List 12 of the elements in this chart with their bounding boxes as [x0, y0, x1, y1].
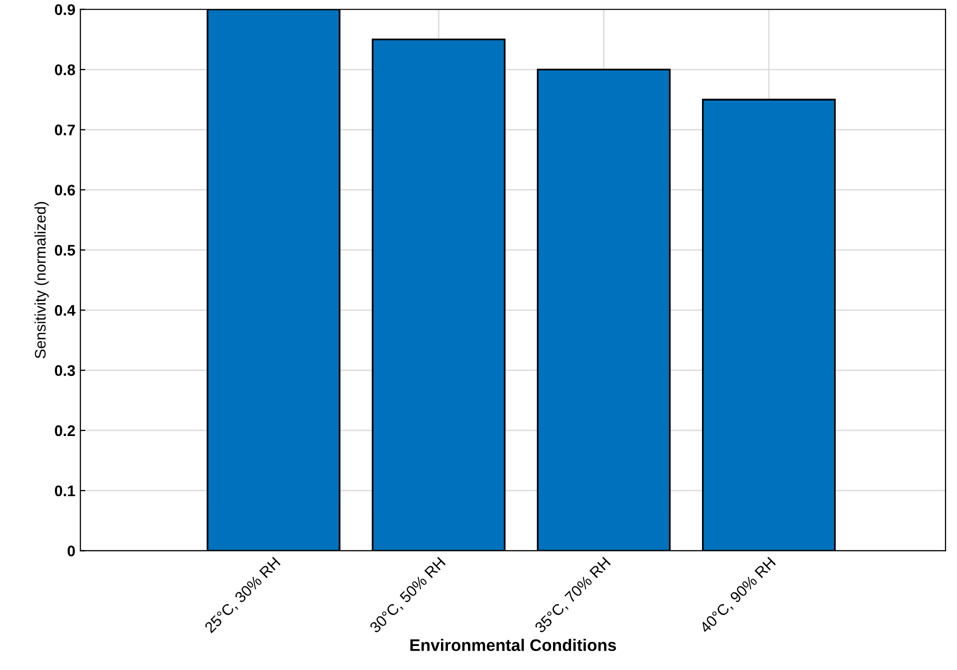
x-axis-title: Environmental Conditions [410, 638, 616, 652]
y-tick-label: 0.6 [54, 184, 75, 196]
y-tick-label: 0.5 [54, 244, 76, 256]
y-tick-label: 0 [68, 546, 75, 556]
y-tick-label: 0.1 [54, 485, 76, 496]
y-tick-label: 0.7 [54, 124, 75, 136]
y-tick-label: 0.2 [54, 425, 75, 436]
y-tick-label: 0.9 [54, 4, 75, 16]
y-axis-title: Sensitivity (normalized) [34, 202, 49, 358]
y-tick-label: 0.8 [54, 64, 76, 76]
y-tick-label: 0.3 [54, 365, 75, 376]
y-tick-label: 0.4 [54, 305, 76, 316]
